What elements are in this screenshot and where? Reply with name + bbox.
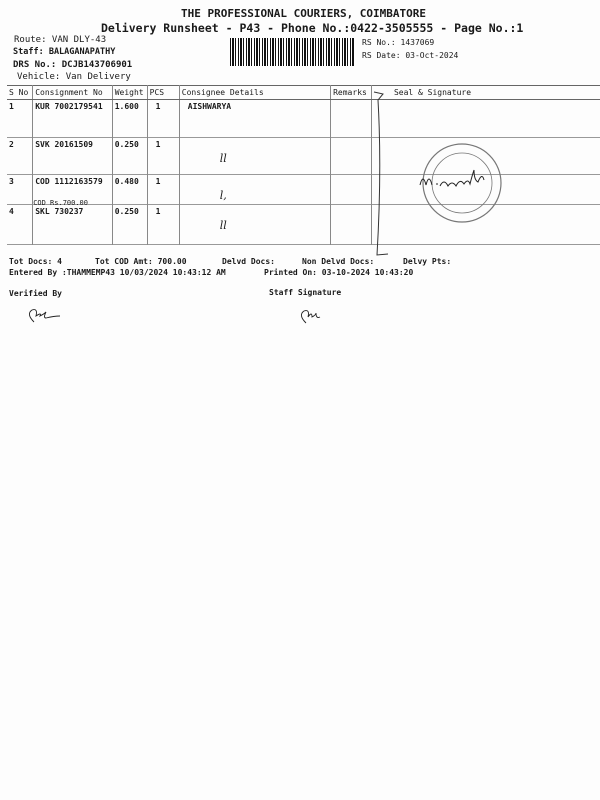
col-consignment: Consignment No <box>32 85 113 100</box>
table-row: 1 KUR 7002179541 1.600 1 AISHWARYA <box>7 99 600 138</box>
route: Route: VAN DLY-43 <box>14 35 107 45</box>
col-pcs: PCS <box>146 85 180 100</box>
remarks-cell <box>330 204 372 245</box>
col-consignee: Consignee Details <box>178 85 331 100</box>
consignment-table: S No Consignment No Weight PCS Consignee… <box>7 85 600 245</box>
consignment-no: SVK 20161509 <box>35 140 93 149</box>
staff: Staff: BALAGANAPATHY <box>13 47 116 57</box>
seal-signature-cell <box>370 137 600 175</box>
staff-signature-mark <box>301 310 321 324</box>
seal-signature-cell <box>370 174 600 205</box>
drs-no: DRS No.: DCJB143706901 <box>13 60 133 70</box>
tot-cod: Tot COD Amt: 700.00 <box>95 257 187 266</box>
handwritten-mark: ll <box>219 219 227 232</box>
non-delvd-docs: Non Delvd Docs: <box>302 257 375 266</box>
seal-signature-cell <box>370 204 600 245</box>
remarks-cell <box>330 137 372 175</box>
remarks-cell <box>330 174 372 205</box>
col-remarks: Remarks <box>330 85 372 100</box>
weight: 1.600 <box>111 99 148 138</box>
vehicle: Vehicle: Van Delivery <box>17 72 131 82</box>
verified-by-label: Verified By <box>9 289 62 298</box>
verified-signature <box>29 309 61 323</box>
remarks-bracket-mark <box>373 91 389 256</box>
barcode <box>230 38 355 66</box>
sno: 2 <box>9 140 14 149</box>
table-row: 2 SVK 20161509 0.250 1 ll <box>7 137 600 175</box>
handwritten-mark: l, <box>219 189 227 202</box>
staff-signature-label: Staff Signature <box>269 288 342 297</box>
table-row: 3 COD 1112163579 COD Rs.700.00 0.480 1 l, <box>7 174 600 207</box>
cod-note: COD Rs.700.00 <box>33 199 88 207</box>
table-row: 4 SKL 730237 0.250 1 ll <box>7 204 600 245</box>
pcs: 1 <box>146 137 180 175</box>
runsheet-title: Delivery Runsheet - P43 - Phone No.:0422… <box>101 21 524 35</box>
pcs: 1 <box>146 99 180 138</box>
weight: 0.480 <box>111 174 148 205</box>
rs-no: RS No.: 1437069 <box>362 38 435 47</box>
remarks-cell <box>330 99 372 138</box>
delvd-docs: Delvd Docs: <box>222 257 275 266</box>
consignment-no: KUR 7002179541 <box>35 102 103 111</box>
weight: 0.250 <box>111 204 148 245</box>
company-stamp <box>422 143 502 223</box>
pcs: 1 <box>146 174 180 205</box>
delvy-pts: Delvy Pts: <box>403 257 452 266</box>
sno: 1 <box>9 102 14 111</box>
handwritten-mark: ll <box>219 152 227 165</box>
rs-date: RS Date: 03-Oct-2024 <box>362 51 459 60</box>
col-weight: Weight <box>111 85 148 100</box>
signature-mark <box>419 169 485 187</box>
consignment-no: SKL 730237 <box>35 207 84 216</box>
sno: 4 <box>9 207 14 216</box>
weight: 0.250 <box>111 137 148 175</box>
sno: 3 <box>9 177 14 186</box>
col-sno: S No <box>7 85 33 100</box>
col-seal: Seal & Signature <box>370 85 600 100</box>
tot-docs: Tot Docs: 4 <box>9 257 62 266</box>
entered-by: Entered By :THAMMEMP43 10/03/2024 10:43:… <box>9 268 226 277</box>
printed-on: Printed On: 03-10-2024 10:43:20 <box>264 268 414 277</box>
consignment-no: COD 1112163579 <box>35 177 103 186</box>
company-name: THE PROFESSIONAL COURIERS, COIMBATORE <box>181 7 427 20</box>
consignee: AISHWARYA <box>187 102 232 111</box>
pcs: 1 <box>146 204 180 245</box>
seal-signature-cell <box>370 99 600 138</box>
